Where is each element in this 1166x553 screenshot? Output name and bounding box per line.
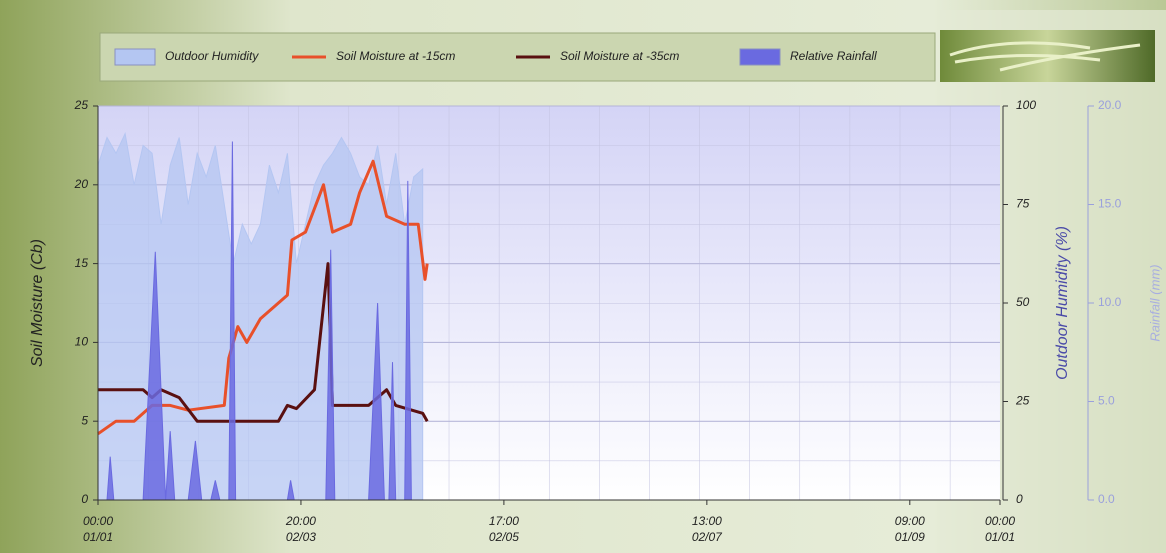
- y2-tick-label: 25: [1015, 394, 1030, 408]
- x-tick-label: 01/01: [985, 530, 1015, 544]
- x-tick-label: 02/05: [489, 530, 519, 544]
- y3-tick-label: 10.0: [1098, 295, 1122, 309]
- x-tick-label: 01/01: [83, 530, 113, 544]
- line: [97, 159, 429, 436]
- y3-tick-label: 5.0: [1098, 394, 1115, 408]
- y-tick-label: 0: [81, 492, 88, 506]
- x-tick-label: 02/03: [286, 530, 316, 544]
- x-tick-label: 13:00: [692, 514, 722, 528]
- y-tick-label: 20: [74, 177, 89, 191]
- y-tick-label: 5: [81, 413, 88, 427]
- legend-swatch: [114, 48, 156, 66]
- legend-swatch: [739, 48, 781, 66]
- x-tick-label: 17:00: [489, 514, 519, 528]
- x-tick-label: 00:00: [83, 514, 113, 528]
- y2-tick-label: 50: [1016, 295, 1030, 309]
- legend-label: Relative Rainfall: [790, 49, 877, 63]
- y3-tick-label: 0.0: [1098, 492, 1115, 506]
- y2-tick-label: 75: [1016, 197, 1030, 211]
- y-tick-label: 25: [74, 98, 89, 112]
- y2-tick-label: 100: [1016, 98, 1036, 112]
- x-tick-label: 01/09: [895, 530, 925, 544]
- y-axis-title: Soil Moisture (Cb): [29, 239, 46, 367]
- x-tick-label: 02/07: [692, 530, 723, 544]
- legend-label: Soil Moisture at -35cm: [560, 49, 679, 63]
- legend-label: Soil Moisture at -15cm: [336, 49, 455, 63]
- y-tick-label: 10: [75, 335, 89, 349]
- y3-tick-label: 15.0: [1098, 197, 1122, 211]
- y2-axis-title: Outdoor Humidity (%): [1054, 226, 1071, 380]
- y-tick-label: 15: [75, 256, 89, 270]
- x-tick-label: 20:00: [285, 514, 316, 528]
- wheat-ears: [949, 41, 1141, 72]
- legend-label: Outdoor Humidity: [165, 49, 259, 63]
- x-tick-label: 00:00: [985, 514, 1015, 528]
- y3-tick-label: 20.0: [1098, 98, 1122, 112]
- y3-axis-title: Rainfall (mm): [1147, 264, 1162, 341]
- y2-tick-label: 0: [1016, 492, 1023, 506]
- x-tick-label: 09:00: [895, 514, 925, 528]
